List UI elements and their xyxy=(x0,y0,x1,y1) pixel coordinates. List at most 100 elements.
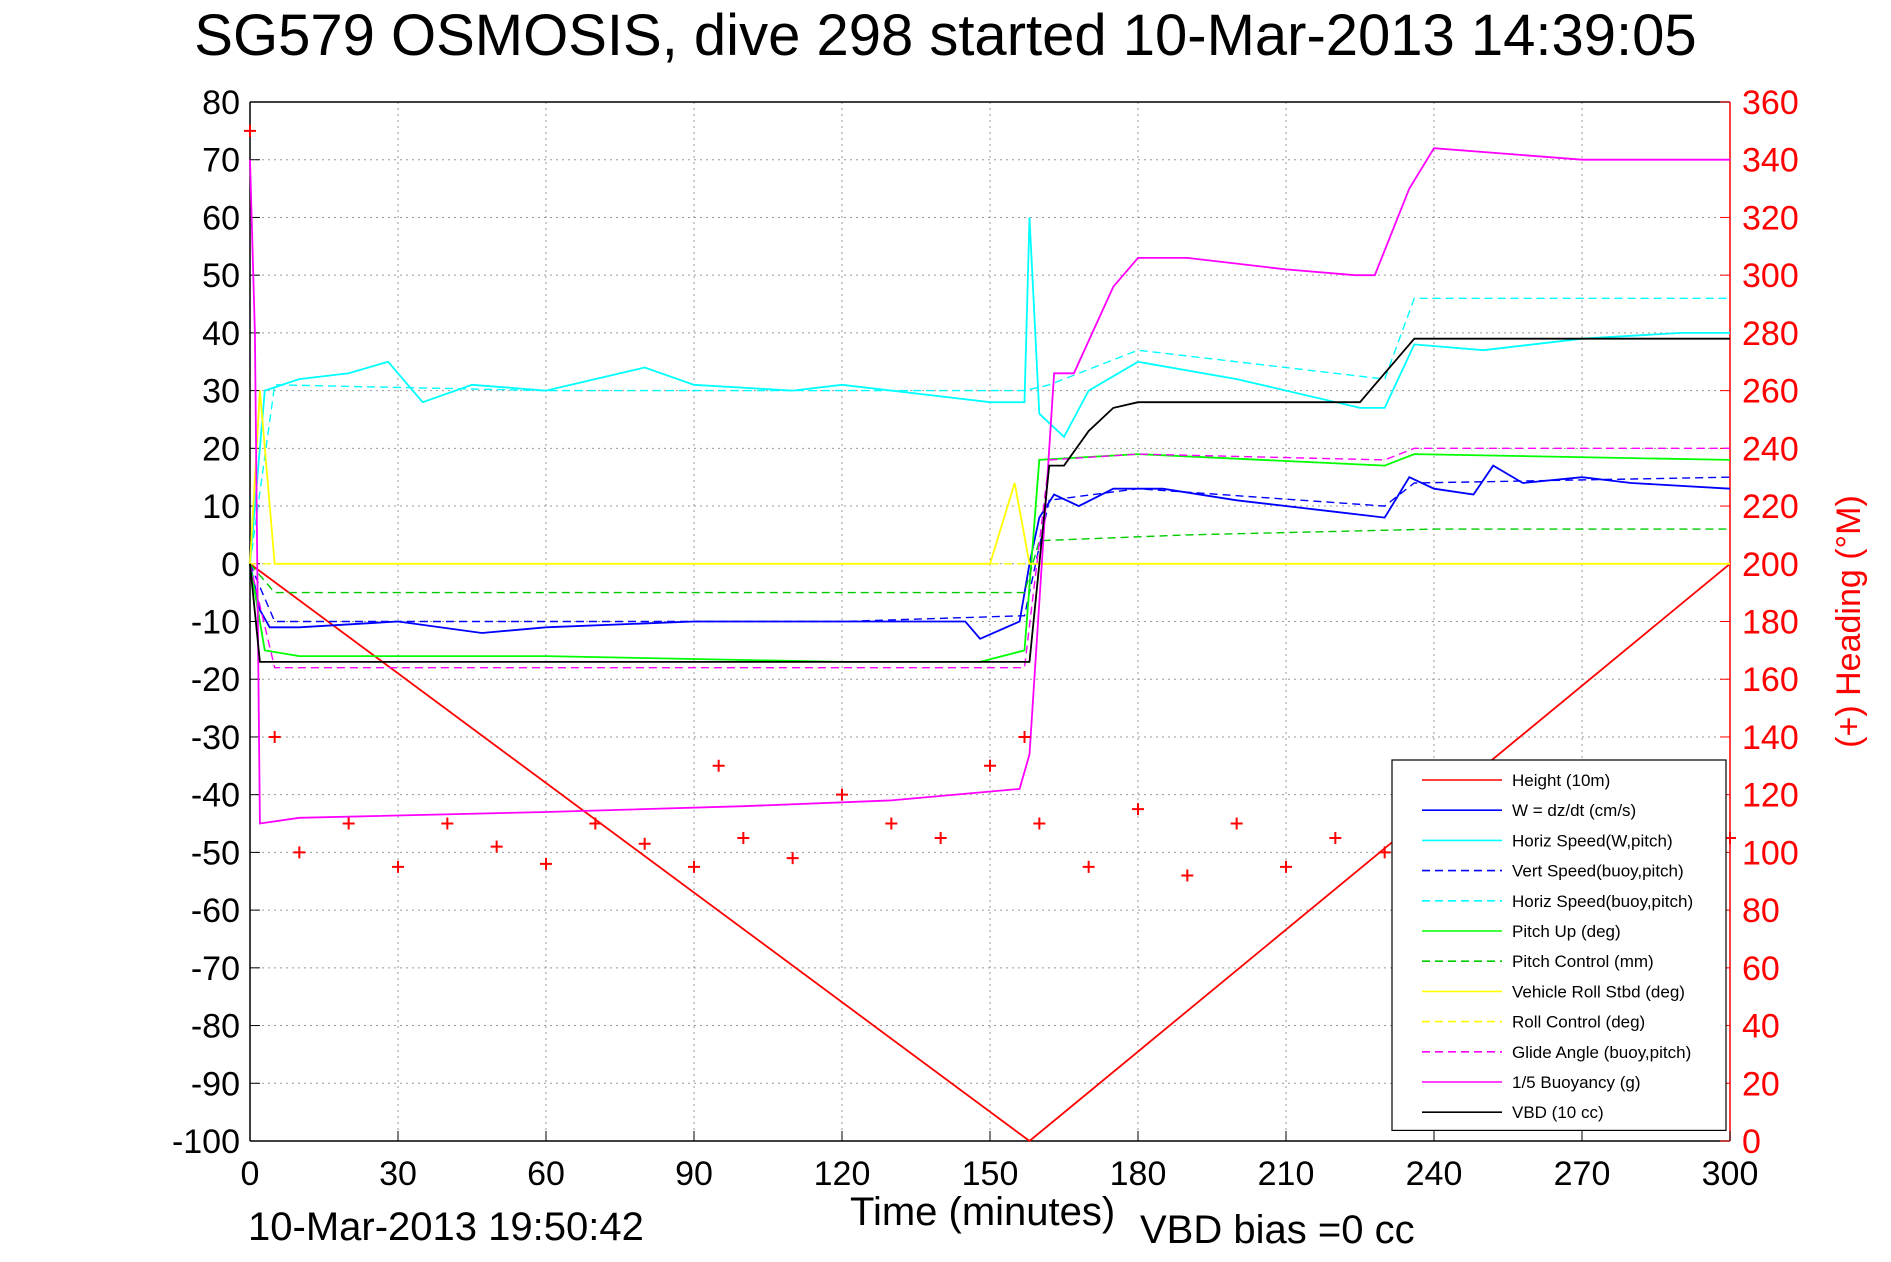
heading-point xyxy=(441,817,454,830)
heading-point xyxy=(1329,831,1342,844)
y-tick-label: -40 xyxy=(191,777,240,815)
series-horiz-buoy-pitch xyxy=(249,297,1730,564)
heading-point xyxy=(885,817,898,830)
y-right-tick-label: 340 xyxy=(1742,142,1799,180)
heading-point xyxy=(984,759,996,772)
heading-point xyxy=(638,837,651,850)
y-tick-label: 20 xyxy=(202,430,240,468)
y-tick-label: -60 xyxy=(191,892,240,930)
legend-entry-label: VBD (10 cc) xyxy=(1512,1103,1604,1122)
legend-entry-label: Height (10m) xyxy=(1512,771,1610,790)
heading-point xyxy=(786,852,799,865)
legend-entry-label: Roll Control (deg) xyxy=(1512,1013,1645,1032)
heading-point xyxy=(293,846,306,859)
y-tick-label: 40 xyxy=(202,315,240,353)
x-tick-label: 180 xyxy=(1110,1155,1167,1193)
y-right-tick-label: 60 xyxy=(1742,950,1780,988)
y-right-tick-label: 260 xyxy=(1742,373,1799,411)
heading-point xyxy=(712,759,725,772)
heading-point xyxy=(490,840,503,853)
heading-point xyxy=(244,124,256,137)
y-tick-label: -90 xyxy=(191,1065,240,1103)
legend-entry-label: Pitch Control (mm) xyxy=(1512,952,1654,971)
y-right-tick-label: 220 xyxy=(1742,488,1799,526)
y-right-tick-label: 100 xyxy=(1742,834,1799,872)
y-tick-label: 0 xyxy=(221,546,240,584)
x-tick-label: 60 xyxy=(527,1155,565,1193)
y-right-tick-label: 0 xyxy=(1742,1123,1761,1161)
legend-entry-label: Horiz Speed(buoy,pitch) xyxy=(1512,892,1693,911)
heading-point xyxy=(342,817,355,830)
x-tick-label: 0 xyxy=(241,1155,260,1193)
y-tick-label: 70 xyxy=(202,142,240,180)
series-glide-angle xyxy=(249,447,1730,669)
heading-point xyxy=(836,788,848,801)
chart-title: SG579 OSMOSIS, dive 298 started 10-Mar-2… xyxy=(194,3,1697,68)
y-right-tick-label: 160 xyxy=(1742,661,1799,699)
series-w xyxy=(249,464,1731,640)
legend-entry-label: Horiz Speed(W,pitch) xyxy=(1512,831,1673,850)
heading-point xyxy=(392,860,404,873)
y-tick-label: -10 xyxy=(191,604,240,642)
heading-point xyxy=(1230,817,1243,830)
heading-point xyxy=(1018,730,1031,743)
y-right-tick-label: 140 xyxy=(1742,719,1799,757)
y-right-tick-label: 80 xyxy=(1742,892,1780,930)
legend: Height (10m) W = dz/dt (cm/s) Horiz Speed(… xyxy=(1391,759,1727,1131)
heading-point xyxy=(1378,846,1391,859)
y-right-tick-label: 360 xyxy=(1742,84,1799,122)
x-tick-label: 30 xyxy=(379,1155,417,1193)
y-right-tick-label: 280 xyxy=(1742,315,1799,353)
legend-entry-label: Vehicle Roll Stbd (deg) xyxy=(1512,982,1685,1001)
y-right-tick-label: 180 xyxy=(1742,604,1799,642)
legend-box xyxy=(1391,759,1727,1131)
x-tick-label: 150 xyxy=(962,1155,1019,1193)
legend-entry-label: 1/5 Buoyancy (g) xyxy=(1512,1073,1641,1092)
y-right-tick-label: 300 xyxy=(1742,257,1799,295)
heading-point xyxy=(1082,860,1095,873)
legend-entry-label: Vert Speed(buoy,pitch) xyxy=(1512,862,1684,881)
footer-timestamp: 10-Mar-2013 19:50:42 xyxy=(248,1205,644,1249)
x-tick-label: 270 xyxy=(1554,1155,1611,1193)
y-tick-label: 50 xyxy=(202,257,240,295)
series-buoyancy xyxy=(249,147,1730,825)
series-vehicle-roll xyxy=(249,390,1730,565)
heading-point xyxy=(268,730,281,743)
y-tick-label: 30 xyxy=(202,373,240,411)
axes-layer: 0 30 60 90 120 150 180 210 240 270 300807060504030… xyxy=(172,84,1799,1193)
legend-entry-label: Glide Angle (buoy,pitch) xyxy=(1512,1043,1691,1062)
y-axis-right-label: (+) Heading (°M) xyxy=(1830,495,1868,748)
series-vbd xyxy=(249,337,1730,663)
heading-point xyxy=(934,831,947,844)
x-tick-label: 240 xyxy=(1406,1155,1463,1193)
series-pitch-up xyxy=(249,453,1731,663)
y-right-tick-label: 240 xyxy=(1742,430,1799,468)
x-tick-label: 90 xyxy=(675,1155,713,1193)
y-right-tick-label: 20 xyxy=(1742,1065,1780,1103)
y-tick-label: -30 xyxy=(191,719,240,757)
y-right-tick-label: 120 xyxy=(1742,777,1799,815)
x-tick-label: 300 xyxy=(1702,1155,1759,1193)
series-pitch-control xyxy=(249,528,1730,594)
y-tick-label: -20 xyxy=(191,661,240,699)
vbd-bias-label: VBD bias =0 cc xyxy=(1140,1208,1415,1252)
heading-point xyxy=(1132,803,1144,816)
legend-entry-label: W = dz/dt (cm/s) xyxy=(1512,801,1636,820)
y-tick-label: -70 xyxy=(191,950,240,988)
heading-point xyxy=(1181,869,1194,882)
series-horiz-w-pitch xyxy=(249,217,1730,564)
series-height xyxy=(249,563,1731,1143)
y-tick-label: 10 xyxy=(202,488,240,526)
legend-entry-label: Pitch Up (deg) xyxy=(1512,922,1621,941)
y-right-tick-label: 40 xyxy=(1742,1008,1780,1046)
heading-point xyxy=(589,817,602,830)
y-tick-label: 60 xyxy=(202,199,240,237)
heading-point xyxy=(688,860,700,873)
y-right-tick-label: 320 xyxy=(1742,199,1799,237)
x-tick-label: 210 xyxy=(1258,1155,1315,1193)
y-tick-label: 80 xyxy=(202,84,240,122)
y-tick-label: -50 xyxy=(191,834,240,872)
y-tick-label: -80 xyxy=(191,1008,240,1046)
heading-point xyxy=(1033,817,1046,830)
